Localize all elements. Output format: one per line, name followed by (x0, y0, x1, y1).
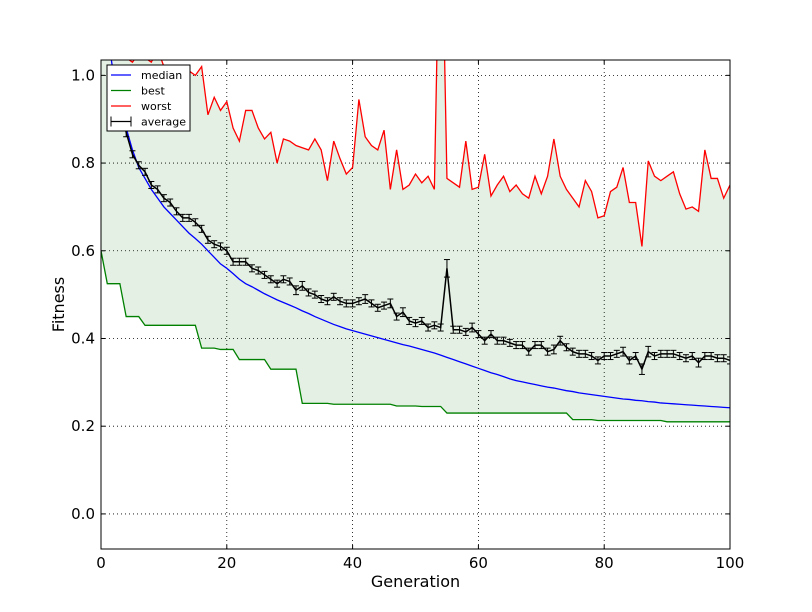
legend-median-label: median (141, 69, 182, 82)
y-tick-label: 0.6 (71, 242, 95, 260)
y-tick-label: 0.8 (71, 154, 95, 172)
x-tick-label: 40 (343, 554, 362, 572)
fill-between-area (101, 60, 730, 422)
x-tick-label: 20 (217, 554, 236, 572)
series-median-line (110, 60, 730, 409)
x-tick-label: 0 (96, 554, 106, 572)
x-tick-label: 60 (469, 554, 488, 572)
y-tick-label: 0.4 (71, 329, 95, 347)
fill-region (101, 60, 730, 422)
x-tick-label: 80 (595, 554, 614, 572)
axes: 0 20 40 60 80 100 0.0 0.2 0.4 0.6 0.8 1.0 (71, 60, 744, 572)
legend: median best worst average (106, 64, 191, 132)
series-average-line (119, 105, 730, 372)
y-axis-title: Fitness (49, 277, 68, 332)
y-tick-label: 1.0 (71, 66, 95, 84)
legend-best-label: best (141, 85, 165, 98)
legend-worst-label: worst (141, 100, 172, 113)
grid (101, 60, 730, 549)
series-worst-line (128, 60, 730, 247)
legend-box (106, 64, 191, 132)
x-axis-title: Generation (371, 572, 460, 591)
series-best-line (101, 250, 730, 423)
legend-average-label: average (141, 116, 186, 129)
x-tick-label: 100 (716, 554, 745, 572)
y-tick-label: 0.0 (71, 505, 95, 523)
series-group (101, 60, 730, 423)
y-tick-label: 0.2 (71, 417, 95, 435)
plot-frame (100, 59, 731, 550)
